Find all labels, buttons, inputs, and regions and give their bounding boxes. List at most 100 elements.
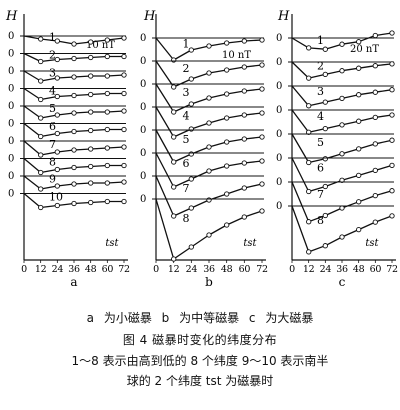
panel-a-series-4-point-36 [71, 92, 77, 99]
panel-a-scale-label: 10 nT [86, 40, 115, 51]
panel-b-x-tick-label-12: 12 [168, 264, 180, 275]
panel-b-series-1-point-12 [171, 57, 177, 63]
panel-c-series-6-point-24 [322, 183, 328, 190]
panel-b-series-6-point-48 [224, 163, 230, 169]
panel-a-series-7-zero-label: 0 [8, 136, 14, 147]
panel-c-series-1-point-36 [339, 41, 345, 47]
panel-c-series-5-point-24 [322, 156, 328, 162]
panel-c-x-tick-label-60: 60 [370, 264, 382, 275]
panel-c-series-4-point-72 [389, 112, 395, 118]
panel-b-series-6-point-36 [206, 168, 212, 174]
panel-a-series-5-zero-label: 0 [8, 101, 14, 112]
panel-a-series-5-point-36 [71, 110, 77, 116]
panel-b-series-1-point-72 [259, 37, 265, 43]
panel-c-series-8-point-24 [322, 243, 328, 249]
panel-b-series-1-zero-label: 0 [140, 33, 146, 44]
panel-c-series-2-point-48 [356, 65, 362, 71]
panel-a-series-6-point-72 [121, 126, 127, 133]
panel-a-series-8-point-48 [88, 163, 94, 170]
panel-c-series-5-point-48 [356, 146, 362, 152]
panel-b-series-8-point-72 [259, 208, 265, 214]
panel-a-series-7-point-24 [54, 149, 60, 155]
panel-a-series-1-point-12 [38, 36, 44, 42]
panel-a-series-6-point-24 [54, 130, 60, 137]
panel-a-x-tick-label-12: 12 [35, 264, 47, 275]
panel-b-series-8-point-60 [241, 214, 247, 220]
panel-a-series-2-point-12 [38, 58, 44, 65]
panel-a-series-9-label: 9 [49, 173, 56, 186]
panel-c-series-3-point-48 [356, 92, 362, 98]
panel-b-series-4-point-36 [206, 120, 212, 126]
panel-a-series-5-point-72 [121, 108, 127, 114]
panel-a-x-tick-label-0: 0 [21, 264, 27, 275]
panel-b-series-1-label: 1 [183, 38, 190, 51]
panel-c-xlabel: tst [365, 238, 379, 249]
caption-panels: a 为小磁暴 b 为中等磁暴 c 为大磁暴 [86, 311, 314, 325]
panel-c-series-4-point-12 [306, 129, 312, 135]
panel-a-series-6-point-12 [38, 133, 44, 140]
panel-c-series-1-point-48 [356, 39, 362, 45]
panel-a-series-4-zero-label: 0 [8, 84, 14, 95]
panel-c-series-8-point-12 [306, 249, 312, 255]
panel-b-series-3-label: 3 [183, 86, 190, 99]
panel-a-series-3-label: 3 [49, 67, 56, 80]
panel-c-series-4-zero-label: 0 [276, 105, 282, 116]
panel-a-series-2-point-24 [54, 56, 60, 63]
panel-a-series-5-point-60 [104, 109, 110, 115]
panel-a-series-7-point-36 [71, 147, 77, 153]
panel-c-x-tick-label-36: 36 [336, 264, 348, 275]
panel-c-series-2-point-24 [322, 71, 328, 78]
panel-b-series-5-point-24 [188, 151, 194, 157]
panel-a-series-3-point-48 [88, 73, 94, 79]
panel-c-series-6-point-72 [389, 162, 395, 169]
panel-c-series-4-point-24 [322, 125, 328, 132]
panel-c-series-4-point-48 [356, 118, 362, 124]
panel-b-series-4-zero-label: 0 [140, 102, 146, 113]
panel-b-ylabel: H [143, 9, 156, 24]
panel-c-series-7-point-12 [306, 219, 312, 225]
panel-a-series-8-point-36 [71, 164, 77, 171]
panel-b-series-3-point-72 [259, 86, 265, 92]
panel-a-series-4-label: 4 [49, 84, 56, 97]
panel-c-series-2-point-60 [372, 63, 378, 69]
panel-c-series-5-point-72 [389, 137, 395, 143]
panel-c-series-8-point-48 [356, 226, 362, 233]
panel-c-series-5-point-12 [306, 159, 312, 166]
panel-b-series-6-zero-label: 0 [140, 148, 146, 159]
panel-b-series-3-point-12 [171, 109, 177, 115]
panel-a-series-5-point-12 [38, 115, 44, 121]
panel-b-xlabel: tst [243, 238, 257, 249]
panel-a-series-3-zero-label: 0 [8, 66, 14, 77]
panel-a-series-2-zero-label: 0 [8, 49, 14, 60]
panel-c-series-5-point-36 [339, 151, 345, 157]
panel-b-x-tick-label-0: 0 [153, 264, 159, 275]
panel-b-series-4-point-48 [224, 115, 230, 121]
panel-a-series-10-label: 10 [49, 190, 63, 203]
panel-a-series-3-point-60 [104, 73, 110, 79]
panel-a-series-4-point-24 [54, 93, 60, 100]
panel-b-series-8-point-24 [188, 244, 194, 250]
panel-b-series-7-point-48 [224, 191, 230, 197]
panel-c-series-6-point-12 [306, 188, 312, 195]
panel-c-series-7-point-48 [356, 199, 362, 205]
panel-c-series-3-point-36 [339, 95, 345, 102]
panel-b-series-8-point-48 [224, 222, 230, 228]
panel-a-series-4-point-12 [38, 96, 44, 103]
panel-a-series-9-point-12 [38, 186, 44, 192]
panel-c-series-8-point-72 [389, 213, 395, 219]
panel-c-series-5-zero-label: 0 [276, 129, 282, 140]
panel-b-x-tick-label-72: 72 [256, 264, 268, 275]
caption-title: 图 4 磁暴时变化的纬度分布 [122, 333, 278, 347]
panel-a-x-tick-label-72: 72 [118, 264, 130, 275]
panel-a-series-9-point-48 [88, 180, 94, 186]
panel-b-series-5-zero-label: 0 [140, 125, 146, 136]
panel-c-series-1-point-12 [306, 45, 312, 51]
panel-b-series-4-point-72 [259, 110, 265, 116]
panel-b-series-4-label: 4 [183, 110, 190, 123]
panel-a-series-3-point-72 [121, 72, 127, 78]
panel-a-series-9-point-24 [54, 183, 60, 189]
panel-c-series-6-label: 6 [317, 162, 324, 175]
panel-b-series-7-point-12 [171, 213, 177, 219]
panel-a-series-1-point-36 [71, 41, 77, 47]
panel-a-series-9-point-36 [71, 181, 77, 187]
